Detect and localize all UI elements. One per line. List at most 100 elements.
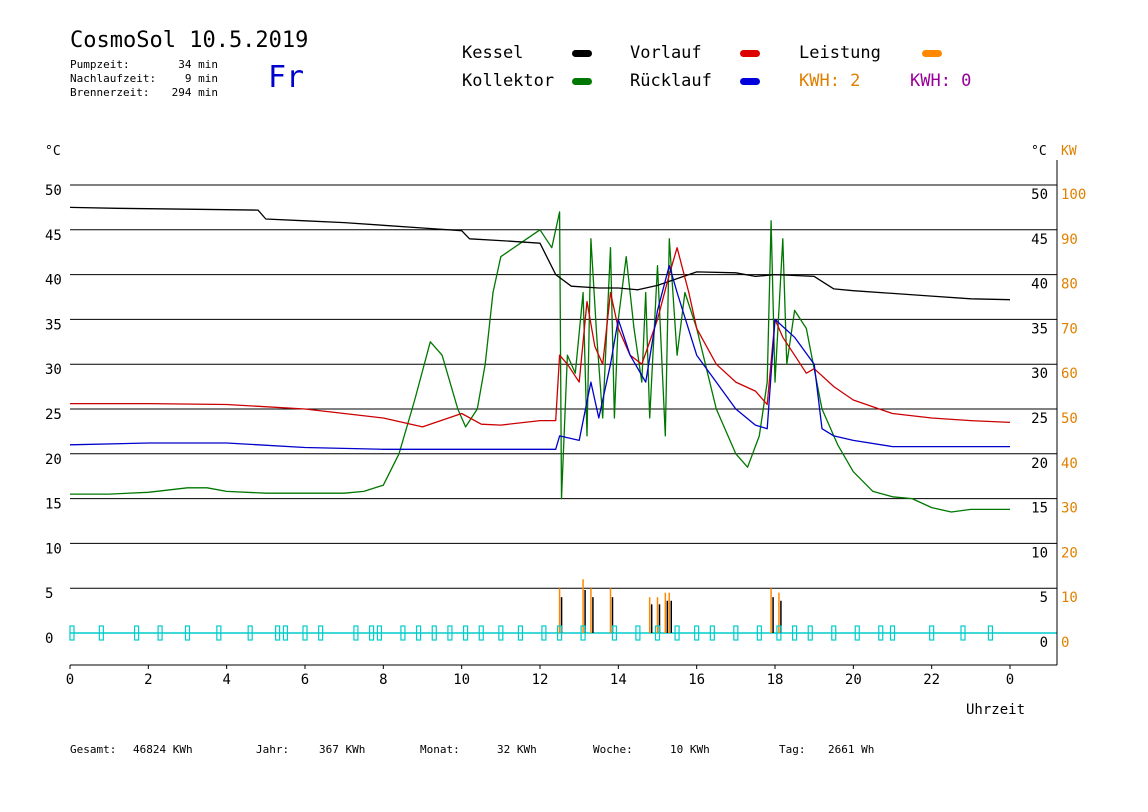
pump-marker xyxy=(302,625,308,641)
pump-marker xyxy=(431,625,437,641)
pump-marker xyxy=(447,625,453,641)
y-tick-label-left: 10 xyxy=(45,541,62,557)
page-title: CosmoSol 10.5.2019 xyxy=(70,28,309,53)
pump-marker xyxy=(756,625,762,641)
series-line-kessel xyxy=(69,206,1011,301)
pump-marker xyxy=(462,625,469,641)
stat-label-nachlaufzeit: Nachlaufzeit: xyxy=(70,72,157,85)
pump-marker xyxy=(282,625,289,641)
footer-monat-label: Monat: xyxy=(420,743,460,756)
y-tick-label-right: 5 xyxy=(1040,590,1048,606)
pump-marker xyxy=(694,625,700,641)
pump-marker xyxy=(498,625,504,641)
x-tick-label: 0 xyxy=(66,672,74,688)
y-tick-label-left: 15 xyxy=(45,497,62,513)
pump-marker xyxy=(478,625,484,641)
pump-marker xyxy=(878,625,884,641)
leistung-bars xyxy=(558,579,782,633)
footer-jahr-label: Jahr: xyxy=(256,743,290,756)
pump-marker xyxy=(517,625,524,641)
footer-woche-value: 10 KWh xyxy=(670,743,710,756)
footer-gesamt-label: Gesamt: xyxy=(70,743,117,756)
y-tick-label-left: 25 xyxy=(45,407,62,423)
pump-marker xyxy=(133,625,140,641)
x-tick-label: 20 xyxy=(845,672,862,688)
x-tick-label: 16 xyxy=(688,672,705,688)
y2-tick-label: 30 xyxy=(1061,501,1078,517)
pump-marker xyxy=(184,625,191,641)
stat-label-pumpzeit: Pumpzeit: xyxy=(70,58,130,71)
y-tick-label-right: 15 xyxy=(1031,501,1048,517)
y-tick-label-right: 20 xyxy=(1031,456,1048,472)
series-lines xyxy=(69,206,1011,513)
footer-jahr-value: 367 KWh xyxy=(319,743,366,756)
pump-marker xyxy=(611,625,618,641)
pump-marker xyxy=(776,625,782,641)
y-unit-left: °C xyxy=(45,144,61,159)
pump-marker xyxy=(635,625,641,641)
pump-marker xyxy=(318,625,324,641)
pump-marker xyxy=(791,625,798,641)
pump-markers xyxy=(69,625,994,641)
pump-marker xyxy=(831,625,837,641)
legend-leistung-label: Leistung xyxy=(799,43,881,63)
pump-marker xyxy=(400,625,406,641)
pump-marker xyxy=(415,625,422,641)
pump-marker xyxy=(216,625,222,641)
y-tick-label-left: 50 xyxy=(45,183,62,199)
y-tick-label-right: 50 xyxy=(1031,187,1048,203)
legend-ruecklauf-label: Rücklauf xyxy=(630,71,712,91)
y-unit-right: °C xyxy=(1031,144,1047,159)
y2-tick-label: 70 xyxy=(1061,321,1078,337)
x-tick-label: 2 xyxy=(144,672,152,688)
legend-leistung-swatch xyxy=(922,50,942,57)
pump-marker xyxy=(929,625,935,641)
y2-tick-label: 100 xyxy=(1061,187,1086,203)
series-line-ruecklauf xyxy=(69,264,1010,450)
pump-marker xyxy=(368,625,375,641)
pump-marker xyxy=(69,625,75,641)
y-tick-label-right: 45 xyxy=(1031,232,1048,248)
pump-marker xyxy=(674,625,680,641)
pump-marker xyxy=(889,625,896,641)
pump-marker xyxy=(854,625,860,641)
footer-tag-value: 2661 Wh xyxy=(828,743,875,756)
y2-tick-label: 60 xyxy=(1061,366,1078,382)
y-tick-label-right: 35 xyxy=(1031,321,1048,337)
y2-tick-label: 80 xyxy=(1061,277,1078,293)
grid-lines xyxy=(70,184,1057,589)
pump-marker xyxy=(807,625,813,641)
y-tick-label-left: 30 xyxy=(45,362,62,378)
pump-marker xyxy=(541,625,547,641)
footer-tag-label: Tag: xyxy=(779,743,806,756)
y-tick-label-left: 35 xyxy=(45,317,62,333)
footer-monat-value: 32 KWh xyxy=(497,743,537,756)
series-line-vorlauf xyxy=(70,247,1011,428)
y2-tick-label: 50 xyxy=(1061,411,1078,427)
y-tick-label-left: 40 xyxy=(45,273,62,289)
stat-value-brennerzeit: 294 min xyxy=(171,86,218,99)
y-tick-label-left: 0 xyxy=(45,631,53,647)
pump-marker xyxy=(376,625,383,641)
x-tick-label: 8 xyxy=(379,672,387,688)
series-line-kollektor xyxy=(70,211,1010,513)
y2-tick-label: 40 xyxy=(1061,456,1078,472)
pump-marker xyxy=(98,625,104,641)
legend-vorlauf-swatch xyxy=(740,50,760,57)
y-tick-label-right: 0 xyxy=(1040,635,1048,651)
stat-value-pumpzeit: 34 min xyxy=(178,58,218,71)
weekday-label: Fr xyxy=(268,60,305,95)
y-tick-label-right: 40 xyxy=(1031,277,1048,293)
x-tick-label: 0 xyxy=(1006,672,1014,688)
x-tick-label: 14 xyxy=(610,672,627,688)
pump-marker xyxy=(157,625,163,641)
pump-marker xyxy=(580,625,586,641)
y-tick-label-left: 45 xyxy=(45,228,62,244)
pump-marker xyxy=(960,625,966,641)
legend-kwh-orange: KWH: 2 xyxy=(799,71,861,91)
x-tick-label: 10 xyxy=(453,672,470,688)
legend-kessel-swatch xyxy=(572,50,592,57)
pump-marker xyxy=(987,625,994,641)
legend-vorlauf-label: Vorlauf xyxy=(630,43,702,63)
